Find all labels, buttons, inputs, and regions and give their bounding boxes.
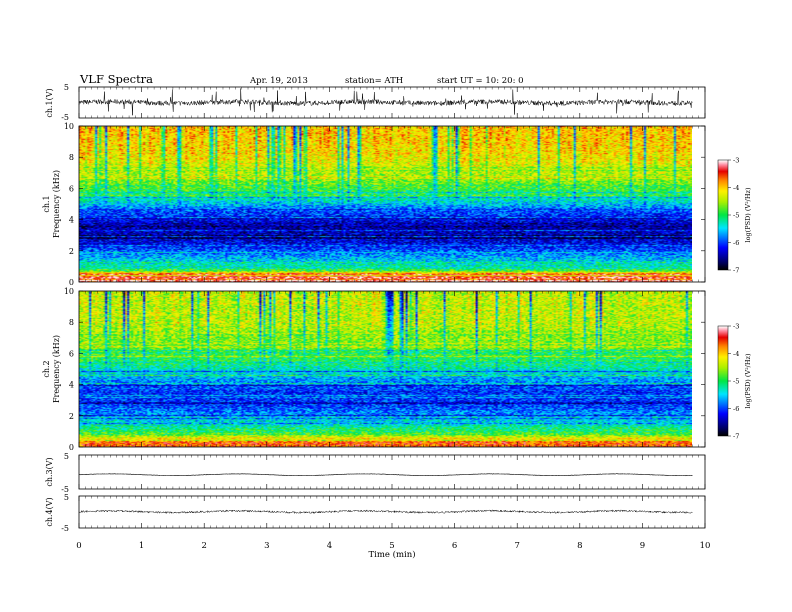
ch1-frequency-label: Frequency (kHz) [52,170,61,238]
colorbar-tick-label: -7 [733,267,739,275]
ch1-ytick-bottom: -5 [61,113,69,122]
time-axis-tick-labels: 0 1 2 3 4 5 6 7 8 9 10 [76,541,710,551]
frequency-tick-label: 4 [69,381,74,390]
frequency-tick-label: 8 [69,318,74,327]
ch3-frame [78,454,706,490]
time-tick-label: 9 [640,541,645,551]
frequency-tick-label: 8 [69,153,74,162]
ch2-channel-label: ch.2 [42,360,51,377]
time-tick-label: 2 [201,541,206,551]
header: VLF Spectra Apr. 19, 2013 station= ATH s… [79,72,524,86]
ch2-frequency-axis: 0 2 4 6 8 10 [64,287,705,452]
colorbar-tick-label: -4 [733,350,739,358]
colorbar-ch2: -3 -4 -5 -6 -7 log(PSD) (V²/Hz) [717,323,752,441]
panel-ch3-waveform: 5 -5 ch.3(V) [45,452,706,494]
time-axis-ticks [78,87,706,528]
time-tick-label: 8 [577,541,582,551]
frequency-tick-label: 10 [64,287,74,296]
ch3-ytick-top: 5 [64,452,69,461]
figure-title: VLF Spectra [79,72,153,86]
ch3-ylabel: ch.3(V) [45,457,54,486]
colorbar-ch2-ticks: -3 -4 -5 -6 -7 [728,323,739,441]
ch1-channel-label: ch.1 [42,195,51,212]
colorbar-tick-label: -6 [733,405,739,413]
ch1-ytick-top: 5 [64,83,69,92]
colorbar-tick-label: -4 [733,184,739,192]
colorbar-tick-label: -3 [733,157,739,165]
start-time-label: start UT = 10: 20: 0 [437,76,524,86]
colorbar-tick-label: -6 [733,239,739,247]
ch2-frequency-label: Frequency (kHz) [52,335,61,403]
colorbar-ch1: -3 -4 -5 -6 -7 log(PSD) (V²/Hz) [717,157,752,275]
time-tick-label: 7 [514,541,519,551]
frequency-tick-label: 10 [64,122,74,131]
time-tick-label: 10 [700,541,711,551]
time-tick-label: 1 [139,541,144,551]
frequency-tick-label: 0 [69,278,74,287]
frequency-tick-label: 2 [69,412,74,421]
colorbar-tick-label: -5 [733,212,739,220]
frequency-tick-label: 6 [69,184,74,193]
ch1-spectrogram-image [79,126,692,282]
colorbar-ch2-label: log(PSD) (V²/Hz) [744,353,752,408]
time-tick-label: 3 [264,541,269,551]
frequency-tick-label: 6 [69,349,74,358]
ch3-trace [78,473,693,477]
colorbar-ch1-label: log(PSD) (V²/Hz) [744,187,752,242]
time-tick-label: 5 [389,541,394,551]
ch4-trace [78,509,693,515]
colorbar-tick-label: -3 [733,323,739,331]
time-tick-label: 4 [327,541,332,551]
ch4-ytick-top: 5 [64,493,69,502]
ch1-frequency-axis: 0 2 4 6 8 10 [64,122,705,287]
frequency-tick-label: 4 [69,216,74,225]
panel-ch1-spectrogram: 0 2 4 6 8 10 ch.1 Frequency (kHz) [42,122,706,287]
ch1-trace [78,88,693,116]
colorbar-ch1-gradient [718,160,728,270]
date-label: Apr. 19, 2013 [249,76,308,86]
ch1-ylabel: ch.1(V) [45,88,54,117]
time-axis-label: Time (min) [368,549,415,560]
colorbar-ch2-gradient [718,326,728,436]
ch3-ytick-bottom: -5 [61,485,69,494]
station-label: station= ATH [345,76,403,86]
ch4-ylabel: ch.4(V) [45,497,54,526]
time-tick-label: 6 [452,541,457,551]
panel-ch1-waveform: 5 -5 ch.1(V) [45,83,706,122]
ch4-ytick-bottom: -5 [61,524,69,533]
colorbar-tick-label: -5 [733,378,739,386]
colorbar-tick-label: -7 [733,433,739,441]
frequency-tick-label: 2 [69,247,74,256]
panel-ch2-spectrogram: 0 2 4 6 8 10 ch.2 Frequency (kHz) [42,287,706,452]
frequency-tick-label: 0 [69,443,74,452]
time-tick-label: 0 [76,541,81,551]
ch2-spectrogram-image [79,291,692,447]
colorbar-ch1-ticks: -3 -4 -5 -6 -7 [728,157,739,275]
panel-ch4-waveform: 5 -5 ch.4(V) [45,493,706,533]
